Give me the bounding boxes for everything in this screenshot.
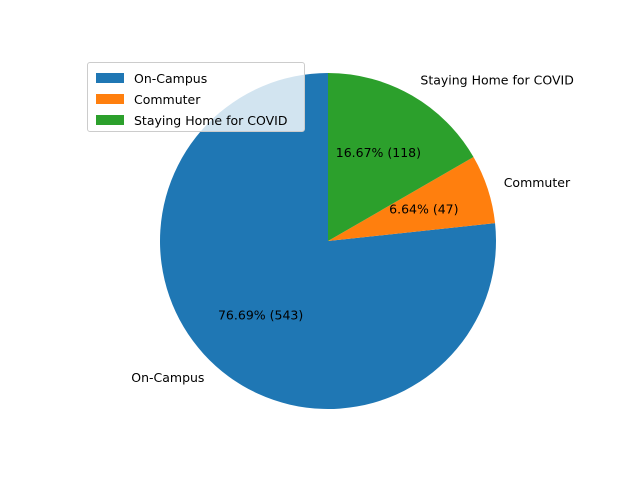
pie-slice-staying-home xyxy=(328,73,474,241)
legend-label-staying-home: Staying Home for COVID xyxy=(134,112,288,128)
slice-label-staying-home: Staying Home for COVID xyxy=(420,72,573,87)
pie-slice-commuter xyxy=(328,157,496,241)
legend-label-on-campus: On-Campus xyxy=(134,70,208,86)
legend: On-Campus Commuter Staying Home for COVI… xyxy=(87,62,305,132)
legend-swatch-staying-home xyxy=(96,115,124,125)
legend-entry-on-campus: On-Campus xyxy=(96,68,296,88)
legend-entry-commuter: Commuter xyxy=(96,89,296,109)
legend-entry-staying-home: Staying Home for COVID xyxy=(96,110,296,130)
legend-swatch-on-campus xyxy=(96,73,124,83)
percent-label-staying-home: 16.67% (118) xyxy=(336,145,421,160)
percent-label-on-campus: 76.69% (543) xyxy=(218,307,303,322)
percent-label-commuter: 6.64% (47) xyxy=(389,201,458,216)
slice-label-commuter: Commuter xyxy=(504,175,571,190)
pie-slices xyxy=(160,73,497,409)
pie-slice-on-campus xyxy=(160,73,497,409)
pie-labels: On-Campus 76.69% (543) Commuter 6.64% (47) S… xyxy=(131,72,574,384)
legend-label-commuter: Commuter xyxy=(134,91,201,107)
legend-swatch-commuter xyxy=(96,94,124,104)
slice-label-on-campus: On-Campus xyxy=(131,370,204,385)
